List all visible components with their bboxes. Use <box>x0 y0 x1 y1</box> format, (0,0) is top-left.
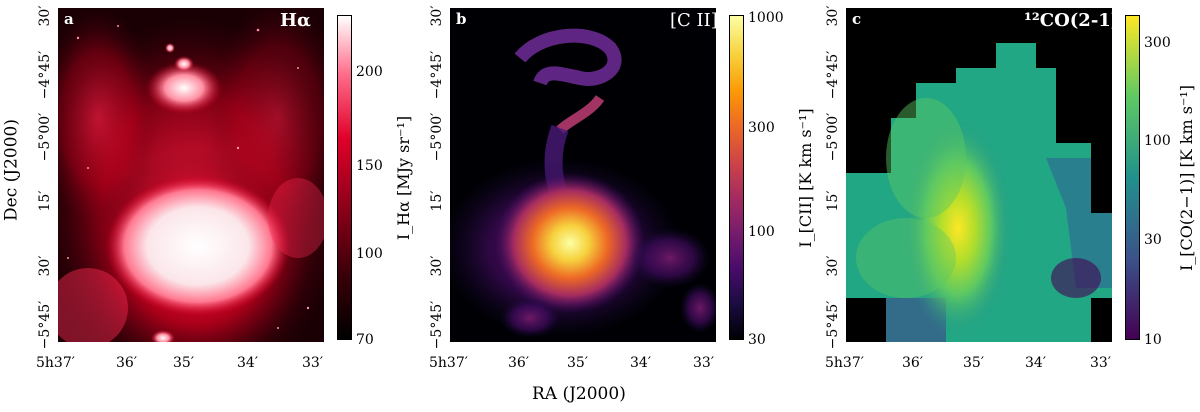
panel-a-colorbar-label: I_Hα [MJy sr⁻¹] <box>394 115 413 241</box>
panel-a-colorbar-tick: 100 <box>356 246 383 262</box>
y-tick-label: −4°45′ <box>429 50 445 100</box>
y-tick-label: −5°00′ <box>825 112 841 162</box>
x-tick-label: 36′ <box>902 355 923 371</box>
panel-c-title: ¹²CO(2-1) <box>1024 10 1120 31</box>
panel-c-colorbar-tick: 10 <box>1144 332 1162 348</box>
y-tick-label: 30′ <box>37 5 53 27</box>
x-tick-label: 5h37′ <box>36 355 75 371</box>
y-tick-label: −5°45′ <box>825 300 841 350</box>
y-tick-label: −4°45′ <box>825 50 841 100</box>
panel-c-colorbar-label: I_[CO(2−1)] [K km s⁻¹] <box>1177 84 1196 272</box>
x-tick-label: 36′ <box>508 355 529 371</box>
y-axis-label: Dec (J2000) <box>1 119 22 221</box>
y-tick-label: 15′ <box>429 190 445 212</box>
panel-b-colorbar-label: I_[CII] [K km s⁻¹] <box>796 108 815 248</box>
panel-c-letter: c <box>852 10 862 28</box>
panel-c-colorbar-tick: 30 <box>1144 232 1162 248</box>
panel-b-colorbar-tick: 1000 <box>748 10 784 26</box>
panel-c-colorbar-tick: 100 <box>1144 133 1171 149</box>
x-tick-label: 34′ <box>237 355 258 371</box>
panel-a-colorbar-tick: 150 <box>356 158 383 174</box>
panel-b-colorbar-tick: 300 <box>748 120 775 136</box>
panel-a-colorbar-tick: 200 <box>356 64 383 80</box>
x-tick-label: 33′ <box>1090 355 1111 371</box>
panel-c-colorbar-tick: 300 <box>1144 35 1171 51</box>
y-tick-label: 30′ <box>429 255 445 277</box>
panel-b-title: [C II] <box>670 10 718 31</box>
panel-a-colorbar-tick: 70 <box>356 332 374 348</box>
x-tick-label: 5h37′ <box>429 355 468 371</box>
x-tick-label: 35′ <box>963 355 984 371</box>
x-tick-label: 5h37′ <box>825 355 864 371</box>
x-tick-label: 35′ <box>567 355 588 371</box>
panel-b-colorbar-tick: 100 <box>748 224 775 240</box>
panel-b-letter: b <box>456 10 467 28</box>
panel-a-image <box>58 8 324 342</box>
y-tick-label: −5°00′ <box>37 112 53 162</box>
y-tick-label: −5°45′ <box>37 300 53 350</box>
panel-b-colorbar-tick: 30 <box>748 332 766 348</box>
panel-c-image <box>846 8 1112 342</box>
panel-b-colorbar <box>729 15 744 340</box>
x-axis-label: RA (J2000) <box>532 384 626 404</box>
y-tick-label: 30′ <box>429 5 445 27</box>
panel-a-title: Hα <box>280 10 311 31</box>
x-tick-label: 34′ <box>630 355 651 371</box>
y-tick-label: −5°45′ <box>429 300 445 350</box>
panel-a-colorbar <box>337 15 352 340</box>
panel-a-letter: a <box>64 10 74 28</box>
x-tick-label: 35′ <box>173 355 194 371</box>
y-tick-label: 30′ <box>825 5 841 27</box>
x-tick-label: 33′ <box>693 355 714 371</box>
panel-c-colorbar <box>1125 15 1140 340</box>
y-tick-label: 30′ <box>37 255 53 277</box>
x-tick-label: 36′ <box>116 355 137 371</box>
panel-b-image <box>450 8 716 342</box>
y-tick-label: 15′ <box>37 190 53 212</box>
x-tick-label: 33′ <box>302 355 323 371</box>
y-tick-label: 15′ <box>825 190 841 212</box>
x-tick-label: 34′ <box>1025 355 1046 371</box>
y-tick-label: 30′ <box>825 255 841 277</box>
y-tick-label: −5°00′ <box>429 112 445 162</box>
y-tick-label: −4°45′ <box>37 50 53 100</box>
